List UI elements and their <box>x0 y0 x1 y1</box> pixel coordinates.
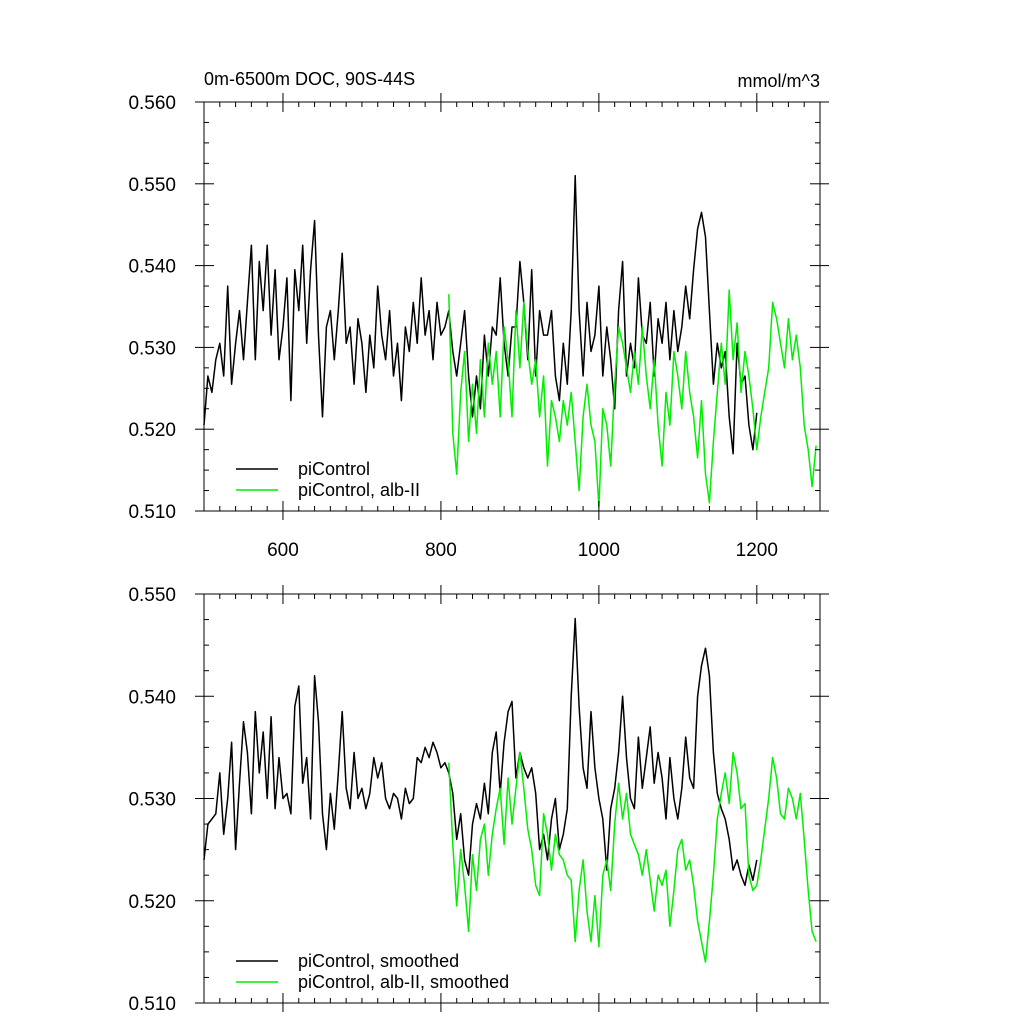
bottom-panel-legend: piControl, smoothed piControl, alb-II, s… <box>236 951 509 992</box>
y-tick-label: 0.520 <box>128 892 176 913</box>
top-panel-lines <box>203 174 817 508</box>
y-tick-label: 0.550 <box>128 585 176 606</box>
top-panel: 600 800 1000 1200 0.510 0.520 0.530 0.540 0.550 0… <box>128 93 829 561</box>
series-line-top-picontrol <box>203 174 758 455</box>
bottom-panel-lines <box>203 617 817 963</box>
x-tick-label: 600 <box>267 540 299 561</box>
top-panel-tick-labels: 600 800 1000 1200 0.510 0.520 0.530 0.540 0.550 0… <box>128 93 778 561</box>
y-tick-label: 0.540 <box>128 257 176 278</box>
y-tick-label: 0.510 <box>128 994 176 1015</box>
x-tick-label: 800 <box>425 540 457 561</box>
y-tick-label: 0.520 <box>128 420 176 441</box>
units-label: mmol/m^3 <box>738 71 820 91</box>
y-tick-label: 0.530 <box>128 338 176 359</box>
bottom-panel-ticks <box>195 585 829 1012</box>
x-tick-label: 1000 <box>578 540 620 561</box>
bottom-panel-tick-labels: 0.510 0.520 0.530 0.540 0.550 <box>128 585 176 1015</box>
y-tick-label: 0.510 <box>128 502 176 523</box>
y-tick-label: 0.540 <box>128 687 176 708</box>
top-panel-legend: piControl piControl, alb-II <box>236 459 420 500</box>
x-tick-label: 1200 <box>736 540 778 561</box>
series-line-top-alb-ii <box>448 289 817 508</box>
series-line-bottom-picontrol <box>203 617 758 887</box>
series-line-bottom-alb-ii <box>448 751 817 963</box>
legend-label-picontrol: piControl <box>298 459 370 479</box>
legend-label-alb-ii: piControl, alb-II <box>298 480 420 500</box>
y-tick-label: 0.560 <box>128 93 176 114</box>
legend-label-alb-ii-smoothed: piControl, alb-II, smoothed <box>298 972 509 992</box>
figure-title: 0m-6500m DOC, 90S-44S <box>204 69 415 89</box>
legend-label-picontrol-smoothed: piControl, smoothed <box>298 951 459 971</box>
y-tick-label: 0.530 <box>128 790 176 811</box>
top-panel-ticks <box>195 93 829 520</box>
bottom-panel: 0.510 0.520 0.530 0.540 0.550 piControl, smo… <box>128 585 829 1015</box>
y-tick-label: 0.550 <box>128 175 176 196</box>
